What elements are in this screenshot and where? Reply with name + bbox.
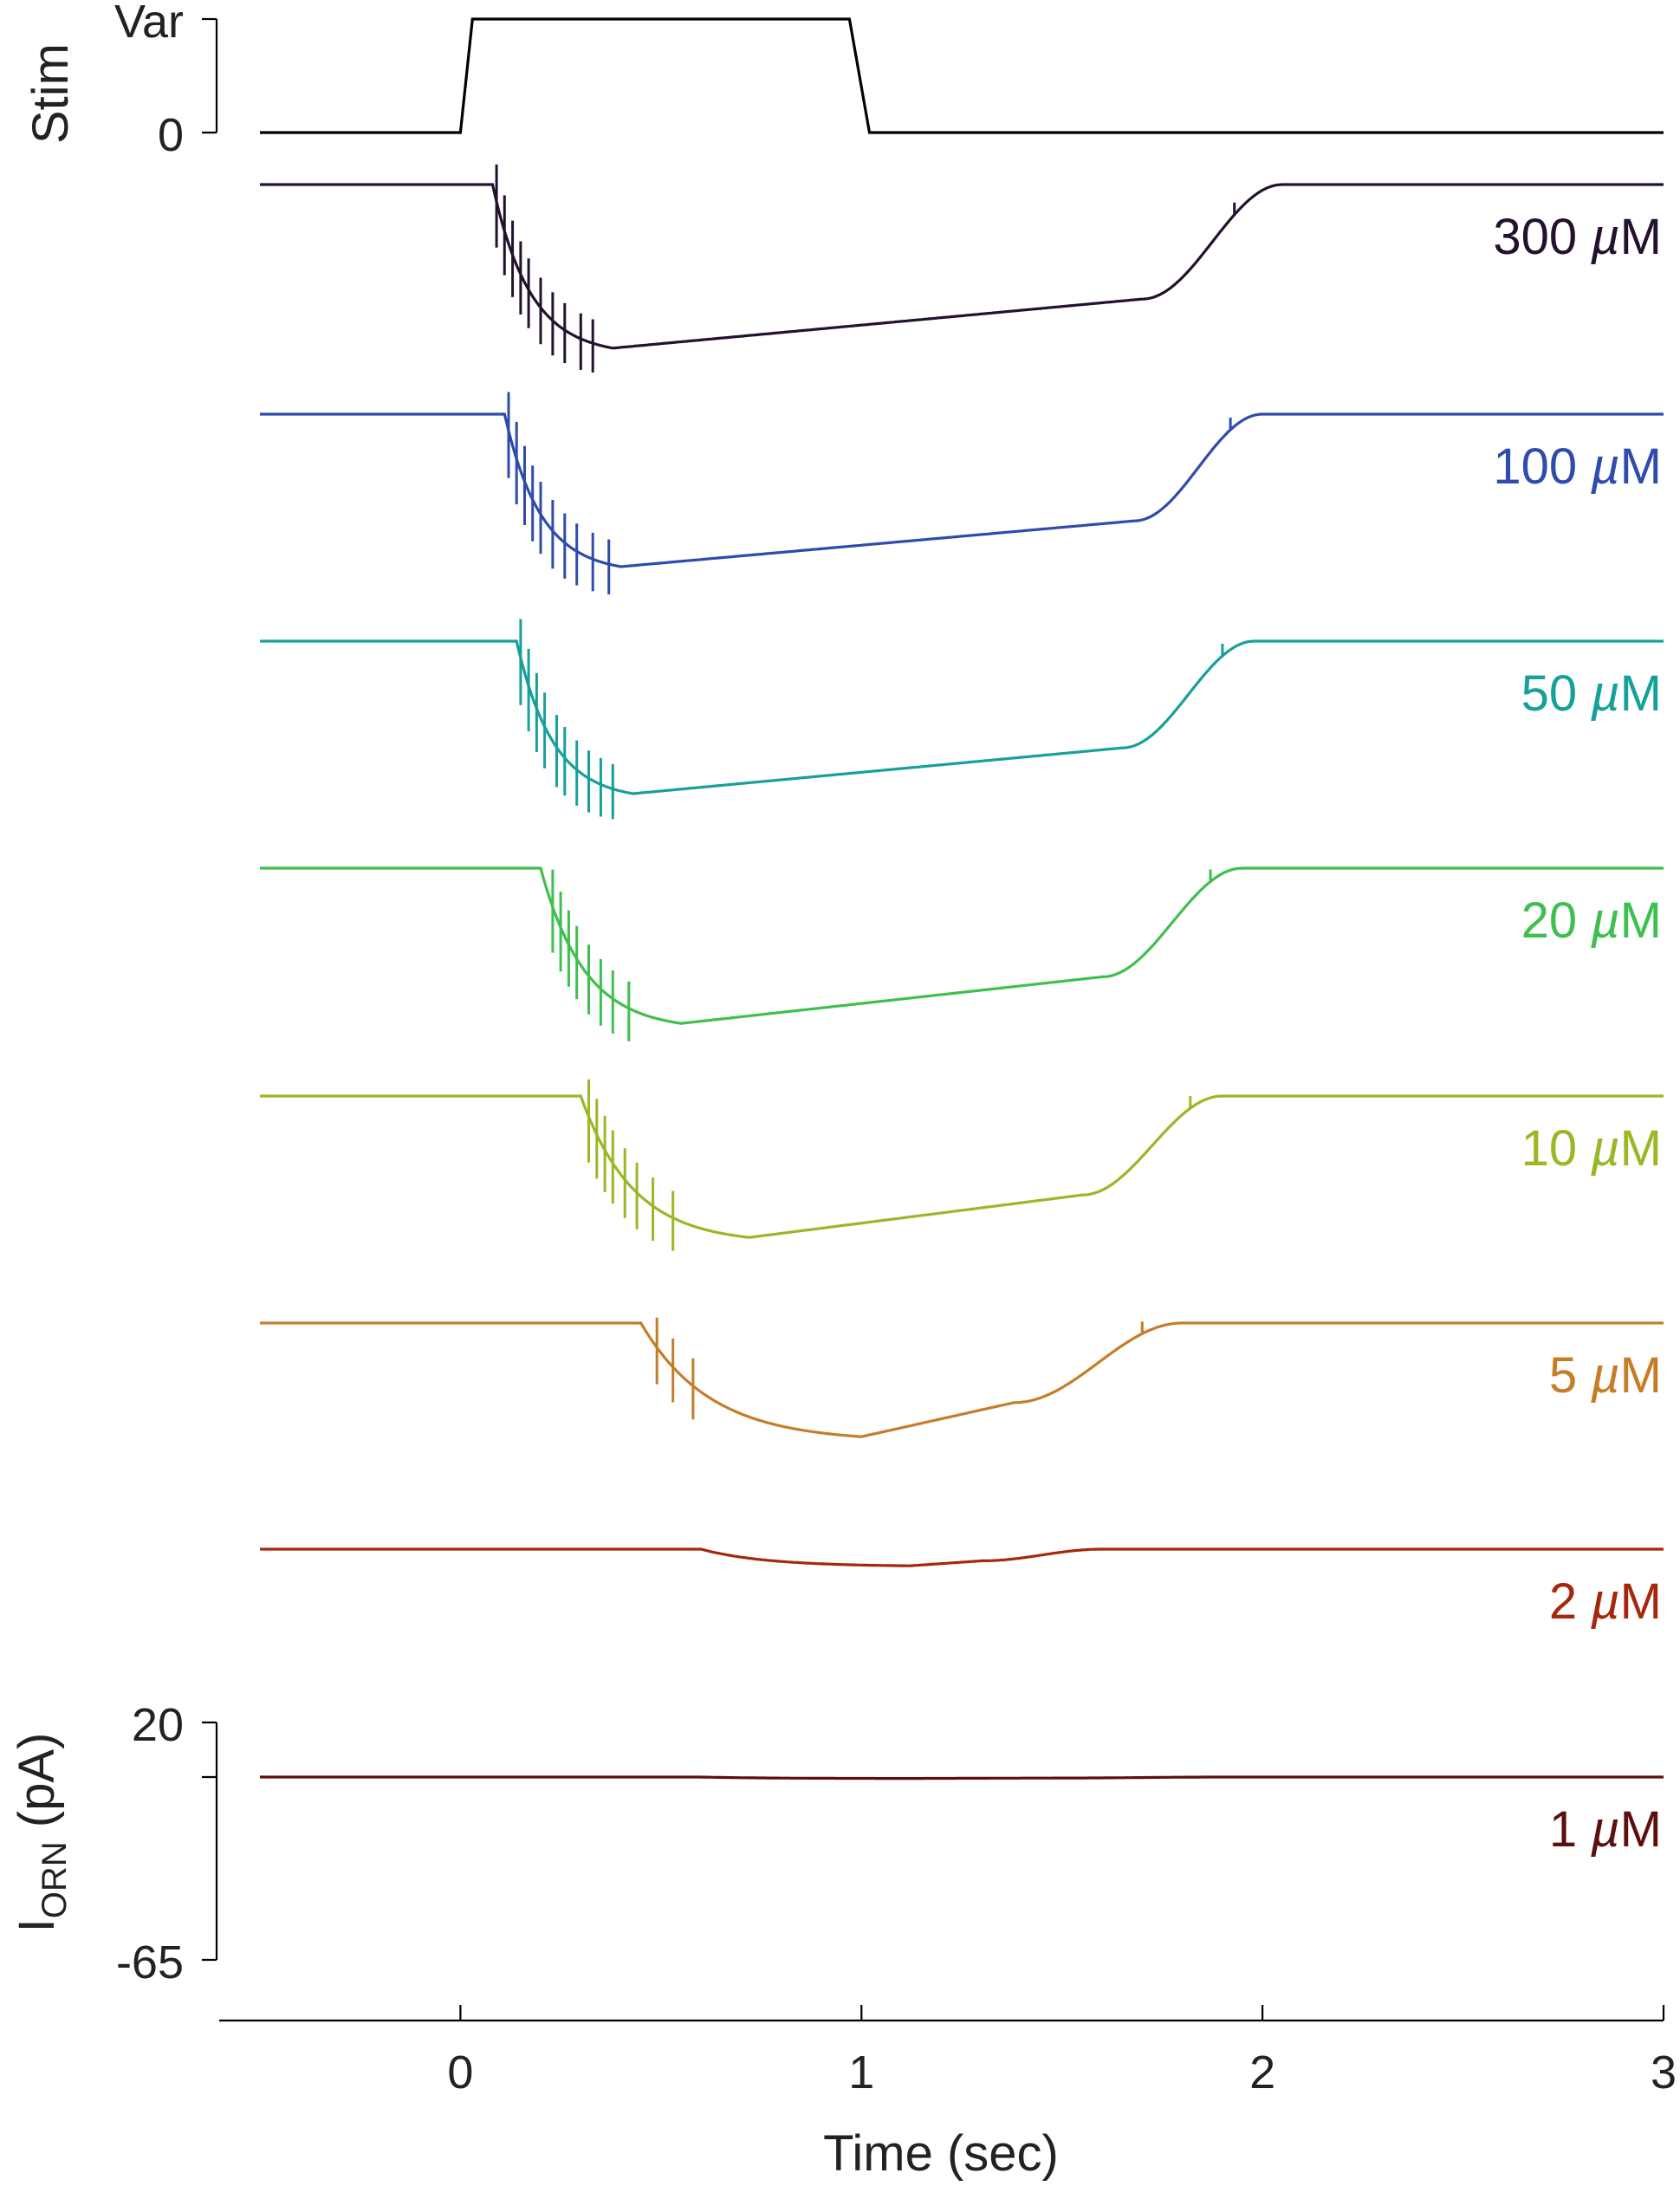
label-20um: 20 µM	[1521, 892, 1662, 949]
label-300um: 300 µM	[1493, 209, 1662, 265]
label-1um: 1 µM	[1549, 1801, 1662, 1858]
label-mu: µ	[1590, 209, 1619, 265]
current-tick-label-neg65: -65	[116, 1936, 184, 1988]
stim-trace	[260, 17, 1664, 134]
label-value: 5	[1549, 1347, 1591, 1404]
trace-1um	[260, 1775, 1664, 1781]
label-unit: M	[1620, 1120, 1662, 1177]
label-value: 50	[1521, 665, 1592, 722]
label-mu: µ	[1590, 1120, 1619, 1177]
label-value: 20	[1521, 892, 1592, 949]
label-2um: 2 µM	[1549, 1573, 1662, 1630]
label-mu: µ	[1590, 892, 1619, 949]
trace-2um	[260, 1547, 1664, 1567]
label-mu: µ	[1590, 1801, 1619, 1858]
label-unit: M	[1620, 1347, 1662, 1404]
x-tick-label-0: 0	[447, 2047, 473, 2098]
time-axis-label: Time (sec)	[823, 2125, 1059, 2182]
label-unit: M	[1620, 438, 1662, 495]
stim-axis: Var 0 Stim	[23, 0, 1664, 161]
label-mu: µ	[1590, 438, 1619, 495]
trace-100um	[260, 412, 1664, 568]
label-value: 100	[1493, 438, 1591, 495]
label-mu: µ	[1590, 1573, 1619, 1630]
label-50um: 50 µM	[1521, 665, 1662, 722]
label-unit: M	[1620, 892, 1662, 949]
stim-tick-label-zero: 0	[158, 109, 184, 161]
trace-300um	[260, 183, 1664, 350]
trace-20um	[260, 866, 1664, 1025]
label-unit: M	[1620, 1801, 1662, 1858]
label-value: 10	[1521, 1120, 1592, 1177]
response-traces	[260, 164, 1664, 1781]
label-value: 1	[1549, 1801, 1591, 1858]
current-axis-label: IORN (pA)	[9, 1733, 74, 1933]
current-axis-label-sub: ORN	[36, 1841, 74, 1918]
label-unit: M	[1620, 665, 1662, 722]
trace-5um	[260, 1321, 1664, 1438]
x-tick-label-3: 3	[1651, 2047, 1677, 2098]
label-mu: µ	[1590, 665, 1619, 722]
label-100um: 100 µM	[1493, 438, 1662, 495]
current-tick-label-20: 20	[132, 1699, 184, 1751]
trace-50um	[260, 639, 1664, 795]
label-mu: µ	[1590, 1347, 1619, 1404]
stim-axis-label: Stim	[23, 43, 79, 144]
label-10um: 10 µM	[1521, 1120, 1662, 1177]
x-tick-label-1: 1	[848, 2047, 874, 2098]
label-value: 300	[1493, 209, 1591, 265]
current-axis: 20 -65 IORN (pA)	[9, 1699, 218, 1988]
label-value: 2	[1549, 1573, 1591, 1630]
x-tick-label-2: 2	[1249, 2047, 1275, 2098]
label-5um: 5 µM	[1549, 1347, 1662, 1404]
current-axis-label-main: I	[9, 1918, 65, 1932]
label-unit: M	[1620, 209, 1662, 265]
label-unit: M	[1620, 1573, 1662, 1630]
time-axis: Time (sec) 0 1 2 3	[219, 2005, 1677, 2182]
trace-10um	[260, 1094, 1664, 1239]
current-axis-label-unit: (pA)	[9, 1733, 65, 1842]
stim-tick-label-var: Var	[114, 0, 184, 48]
